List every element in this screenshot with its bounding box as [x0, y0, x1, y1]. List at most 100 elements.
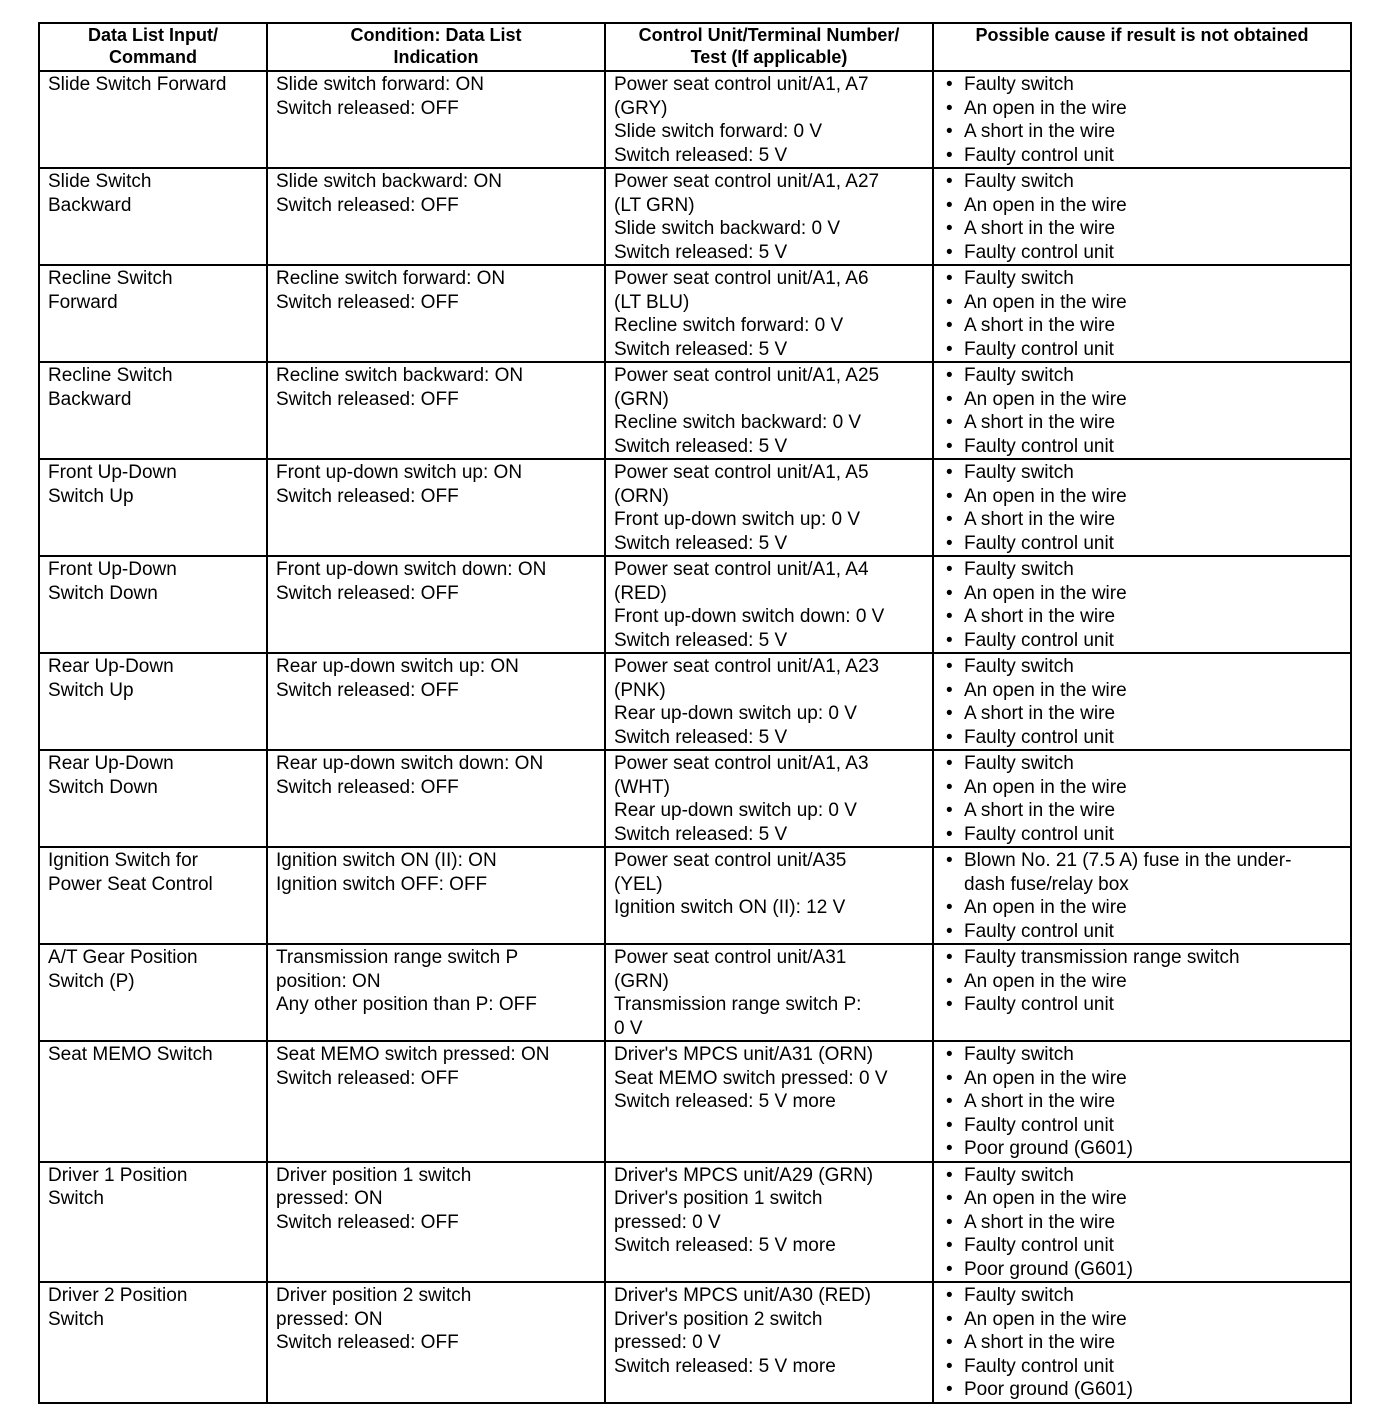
bullet-icon: •	[946, 970, 953, 992]
causes-cell: • Blown No. 21 (7.5 A) fuse in the under-…	[932, 846, 1352, 945]
cause-text: An open in the wire	[964, 679, 1127, 701]
bullet-icon: •	[946, 1258, 953, 1280]
cause-item: • Faulty switch	[942, 655, 1344, 679]
cause-item: • A short in the wire	[942, 799, 1344, 823]
terminal-cell: Driver's MPCS unit/A30 (RED) Driver's pos…	[604, 1281, 934, 1404]
cause-text: Faulty control unit	[964, 1355, 1114, 1377]
cause-text: A short in the wire	[964, 703, 1116, 724]
bullet-icon: •	[946, 412, 953, 433]
table-row: Rear Up-Down Switch Down Rear up-down swit…	[38, 749, 1352, 848]
condition-line: pressed: ON	[276, 1188, 383, 1209]
bullet-icon: •	[946, 74, 953, 95]
cause-item: • An open in the wire	[942, 194, 1344, 218]
terminal-line: Rear up-down switch up: 0 V	[614, 703, 857, 724]
bullet-icon: •	[946, 1235, 953, 1256]
bullet-icon: •	[946, 1044, 953, 1065]
terminal-line: Power seat control unit/A1, A23	[614, 656, 880, 677]
terminal-line: Recline switch backward: 0 V	[614, 412, 862, 433]
table-row: Driver 1 Position Switch Driver position 1…	[38, 1160, 1352, 1283]
condition-line: Rear up-down switch down: ON	[276, 753, 544, 774]
cause-item: • An open in the wire	[942, 582, 1344, 606]
cause-list: • Faulty switch • An open in the wire • A sho…	[942, 364, 1344, 457]
cause-text: Faulty control unit	[964, 144, 1114, 166]
cause-text: Blown No. 21 (7.5 A) fuse in the under-	[964, 850, 1292, 871]
cause-text: An open in the wire	[964, 1308, 1127, 1330]
condition-line: Front up-down switch up: ON	[276, 462, 523, 483]
terminal-line: (WHT)	[614, 776, 670, 798]
bullet-icon: •	[946, 947, 953, 968]
bullet-icon: •	[946, 606, 953, 627]
bullet-icon: •	[946, 365, 953, 386]
cause-item: • Faulty control unit	[942, 532, 1344, 555]
terminal-cell: Power seat control unit/A1, A6 (LT BLU) Re…	[604, 264, 934, 363]
command-line: Front Up-Down	[48, 462, 177, 483]
bullet-icon: •	[946, 144, 953, 166]
terminal-line: (RED)	[614, 582, 667, 604]
terminal-line: Switch released: 5 V	[614, 823, 788, 845]
command-cell: A/T Gear Position Switch (P)	[38, 943, 268, 1042]
causes-cell: • Faulty switch • An open in the wire • A sho…	[932, 361, 1352, 460]
condition-line: Switch released: OFF	[276, 1332, 459, 1353]
cause-text: Faulty control unit	[964, 532, 1114, 554]
table-row: Front Up-Down Switch Down Front up-down sw…	[38, 555, 1352, 654]
bullet-icon: •	[946, 703, 953, 724]
table-row: Slide Switch Forward Slide switch forward…	[38, 70, 1352, 169]
cause-item: • Blown No. 21 (7.5 A) fuse in the under-…	[942, 849, 1344, 896]
cause-list: • Faulty switch • An open in the wire • A sho…	[942, 1164, 1344, 1281]
cause-item: • Faulty switch	[942, 73, 1344, 97]
terminal-line: 0 V	[614, 1017, 643, 1039]
cause-text: Faulty switch	[964, 74, 1074, 95]
bullet-icon: •	[946, 1211, 953, 1233]
command-cell: Recline Switch Backward	[38, 361, 268, 460]
condition-line: Switch released: OFF	[276, 194, 459, 216]
command-line: Forward	[48, 291, 118, 313]
bullet-icon: •	[946, 1138, 953, 1159]
condition-line: Switch released: OFF	[276, 1067, 459, 1089]
cause-item: • A short in the wire	[942, 702, 1344, 726]
cause-item: • Poor ground (G601)	[942, 1137, 1344, 1160]
bullet-icon: •	[946, 97, 953, 119]
bullet-icon: •	[946, 920, 953, 942]
condition-line: Switch released: OFF	[276, 776, 459, 798]
command-line: Backward	[48, 194, 132, 216]
cause-text: Poor ground (G601)	[964, 1258, 1133, 1280]
cause-text: Faulty control unit	[964, 241, 1114, 263]
causes-cell: • Faulty switch • An open in the wire • A sho…	[932, 1281, 1352, 1404]
header-line: Condition: Data List	[350, 25, 522, 45]
command-cell: Driver 1 Position Switch	[38, 1160, 268, 1283]
cause-text: Faulty control unit	[964, 994, 1114, 1015]
cause-item: • A short in the wire	[942, 314, 1344, 338]
terminal-cell: Driver's MPCS unit/A31 (ORN) Seat MEMO sw…	[604, 1040, 934, 1163]
terminal-line: Power seat control unit/A1, A7	[614, 74, 869, 95]
table-row: Rear Up-Down Switch Up Rear up-down switch…	[38, 652, 1352, 751]
cause-text: An open in the wire	[964, 97, 1127, 119]
terminal-cell: Power seat control unit/A1, A23 (PNK) Rear…	[604, 652, 934, 751]
command-cell: Front Up-Down Switch Up	[38, 458, 268, 557]
cause-text: A short in the wire	[964, 606, 1116, 627]
condition-line: Switch released: OFF	[276, 1211, 459, 1233]
bullet-icon: •	[946, 1188, 953, 1209]
command-line: Switch	[48, 1188, 104, 1209]
cause-text: An open in the wire	[964, 970, 1127, 992]
terminal-line: Power seat control unit/A1, A5	[614, 462, 869, 483]
cause-text: Faulty control unit	[964, 629, 1114, 651]
bullet-icon: •	[946, 1285, 953, 1306]
cause-text: Poor ground (G601)	[964, 1138, 1133, 1159]
terminal-line: Switch released: 5 V	[614, 726, 788, 748]
data-list-table: Data List Input/Command Condition: Data L…	[38, 22, 1352, 1404]
condition-line: Transmission range switch P	[276, 947, 519, 968]
cause-text: Faulty control unit	[964, 435, 1114, 457]
bullet-icon: •	[946, 629, 953, 651]
bullet-icon: •	[946, 315, 953, 336]
command-line: Slide Switch	[48, 171, 152, 192]
header-line: Control Unit/Terminal Number/	[638, 25, 900, 45]
command-line: Switch	[48, 1308, 104, 1330]
bullet-icon: •	[946, 1355, 953, 1377]
terminal-line: Power seat control unit/A1, A25	[614, 365, 880, 386]
terminal-line: (LT BLU)	[614, 291, 690, 313]
table-row: A/T Gear Position Switch (P) Transmission …	[38, 943, 1352, 1042]
command-line: Front Up-Down	[48, 559, 177, 580]
cause-list: • Faulty switch • An open in the wire • A sho…	[942, 267, 1344, 360]
cause-text: Poor ground (G601)	[964, 1379, 1133, 1400]
terminal-cell: Power seat control unit/A1, A3 (WHT) Rear …	[604, 749, 934, 848]
